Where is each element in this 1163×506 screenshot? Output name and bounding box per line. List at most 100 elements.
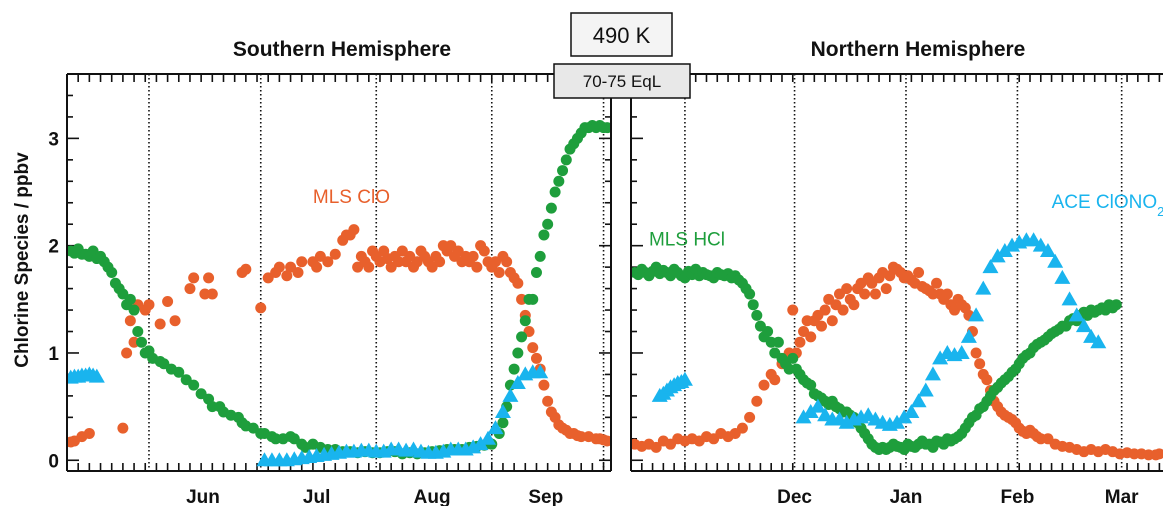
- data-point: [322, 256, 334, 268]
- data-point: [941, 288, 953, 300]
- data-point: [169, 315, 181, 327]
- data-point: [136, 336, 148, 348]
- data-point: [501, 256, 513, 268]
- series-mls-hcl: [631, 261, 1122, 456]
- data-point: [292, 267, 304, 278]
- data-point: [154, 318, 166, 330]
- data-point: [534, 250, 546, 262]
- data-point: [601, 435, 611, 447]
- data-point: [848, 299, 860, 311]
- data-point: [143, 299, 155, 311]
- data-point: [162, 295, 174, 307]
- data-point-triangle: [975, 280, 992, 295]
- series-ace-clono2: [651, 232, 1107, 431]
- data-point: [974, 358, 986, 370]
- data-point-triangle: [982, 259, 999, 274]
- level-box: [570, 12, 673, 57]
- month-tick-label: Jan: [890, 487, 923, 506]
- data-point-triangle: [896, 409, 913, 424]
- eql-box: [553, 63, 691, 99]
- data-point-triangle: [509, 375, 526, 390]
- y-tick-label: 2: [48, 237, 59, 258]
- data-point: [787, 352, 799, 364]
- data-point-triangle: [989, 248, 1006, 263]
- data-point-triangle: [903, 403, 920, 418]
- month-tick-label: Feb: [1001, 487, 1035, 506]
- month-tick-label: Jul: [303, 487, 330, 506]
- data-point: [106, 267, 118, 278]
- data-point: [124, 315, 136, 327]
- data-point: [744, 288, 756, 300]
- data-point-triangle: [1090, 334, 1107, 349]
- data-point: [794, 336, 806, 348]
- series-ace-clono2: [67, 364, 549, 467]
- data-point: [348, 224, 360, 236]
- data-point: [816, 320, 828, 332]
- data-point: [805, 331, 817, 343]
- data-point: [273, 261, 285, 273]
- data-point: [124, 293, 136, 305]
- data-point: [516, 331, 528, 343]
- data-point: [467, 250, 479, 262]
- data-point: [512, 347, 524, 359]
- data-point: [931, 277, 943, 289]
- month-tick-label: Sep: [528, 487, 563, 506]
- data-point-triangle: [1047, 253, 1064, 268]
- northern-hemisphere-title: Northern Hemisphere: [811, 38, 1026, 61]
- series-label: ACE ClONO2: [1052, 192, 1163, 219]
- data-point: [497, 417, 509, 429]
- data-point: [787, 304, 799, 316]
- data-point: [83, 427, 95, 439]
- data-point-triangle: [889, 414, 905, 429]
- data-point: [281, 270, 293, 282]
- data-point-triangle: [802, 403, 819, 418]
- data-point-triangle: [924, 366, 941, 381]
- data-point-triangle: [1032, 237, 1049, 252]
- y-tick-label: 0: [48, 451, 59, 472]
- month-tick-label: Mar: [1105, 487, 1139, 506]
- data-point: [203, 272, 215, 284]
- data-point: [736, 422, 748, 434]
- data-point: [363, 261, 375, 273]
- data-point: [560, 154, 572, 166]
- data-point-triangle: [795, 409, 812, 424]
- data-point: [542, 395, 554, 407]
- data-point-triangle: [917, 382, 934, 397]
- data-point: [493, 267, 505, 278]
- series-label: MLS ClO: [313, 187, 390, 208]
- data-point: [132, 326, 144, 338]
- series-mls-hcl: [67, 120, 611, 460]
- data-point: [837, 304, 849, 316]
- data-point: [557, 165, 569, 177]
- data-point: [601, 122, 611, 134]
- data-point-triangle: [1039, 243, 1056, 258]
- data-point-triangle: [1054, 269, 1071, 284]
- month-tick-label: Dec: [777, 487, 812, 506]
- data-point: [296, 256, 308, 268]
- data-point-triangle: [472, 436, 489, 451]
- month-tick-label: Jun: [186, 487, 220, 506]
- data-point: [240, 263, 252, 275]
- data-point-triangle: [487, 420, 504, 435]
- data-point: [545, 202, 557, 214]
- data-point: [1110, 299, 1122, 311]
- data-point: [508, 363, 520, 375]
- y-tick-label: 1: [48, 344, 59, 365]
- data-point-triangle: [532, 364, 549, 379]
- data-point-triangle: [1075, 318, 1092, 333]
- data-point: [751, 395, 763, 407]
- data-point-triangle: [480, 430, 497, 445]
- data-point: [478, 245, 490, 257]
- southern-hemisphere-title: Southern Hemisphere: [233, 38, 451, 61]
- y-axis-label: Chlorine Species / ppbv: [12, 152, 33, 368]
- data-point-triangle: [1061, 291, 1078, 306]
- data-point: [530, 352, 542, 364]
- data-point: [512, 277, 524, 289]
- data-point: [826, 315, 838, 327]
- data-point: [311, 261, 323, 273]
- data-point: [519, 315, 531, 327]
- data-point: [805, 379, 817, 391]
- data-point: [549, 186, 561, 198]
- data-point: [751, 309, 763, 321]
- data-point: [1153, 448, 1163, 460]
